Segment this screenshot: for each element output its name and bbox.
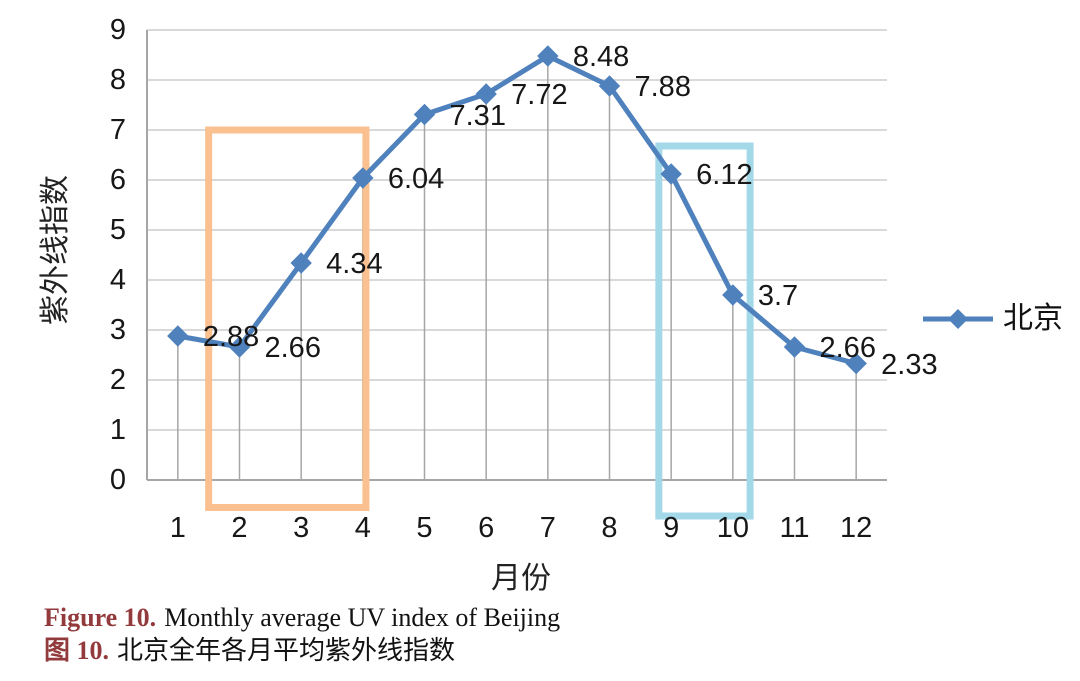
caption-figure-number-zh: 图 10.: [44, 636, 110, 665]
figure-caption: Figure 10. Monthly average UV index of Be…: [44, 601, 560, 667]
data-point-marker: [167, 325, 189, 347]
caption-figure-number-en: Figure 10.: [44, 603, 157, 632]
highlight-months-2-4: [205, 126, 370, 511]
data-point-marker: [228, 336, 251, 358]
legend-marker-icon: [923, 309, 993, 329]
legend-diamond-icon: [948, 309, 968, 329]
caption-line-en: Figure 10. Monthly average UV index of Be…: [44, 601, 560, 634]
data-point-marker: [845, 352, 867, 375]
highlight-months-9-10: [655, 142, 754, 520]
caption-line-zh: 图 10. 北京全年各月平均紫外线指数: [44, 634, 560, 667]
caption-text-en: Monthly average UV index of Beijing: [164, 603, 561, 632]
legend-series-label: 北京: [1003, 302, 1063, 335]
series-line-beijing: [175, 53, 859, 366]
data-point-marker: [413, 103, 436, 126]
data-point-marker: [352, 167, 374, 189]
data-point-marker: [722, 284, 744, 306]
caption-text-zh: 北京全年各月平均紫外线指数: [117, 636, 456, 665]
data-point-marker: [290, 252, 312, 274]
legend: 北京: [922, 302, 1063, 336]
line-chart-canvas: [146, 29, 887, 520]
data-point-marker: [783, 336, 806, 358]
data-point-marker: [598, 75, 621, 97]
data-point-marker: [537, 45, 559, 67]
data-point-marker: [475, 83, 497, 105]
x-axis-title: 月份: [491, 562, 551, 595]
y-axis-title: 紫外线指数: [39, 175, 72, 325]
data-point-marker: [660, 163, 682, 185]
